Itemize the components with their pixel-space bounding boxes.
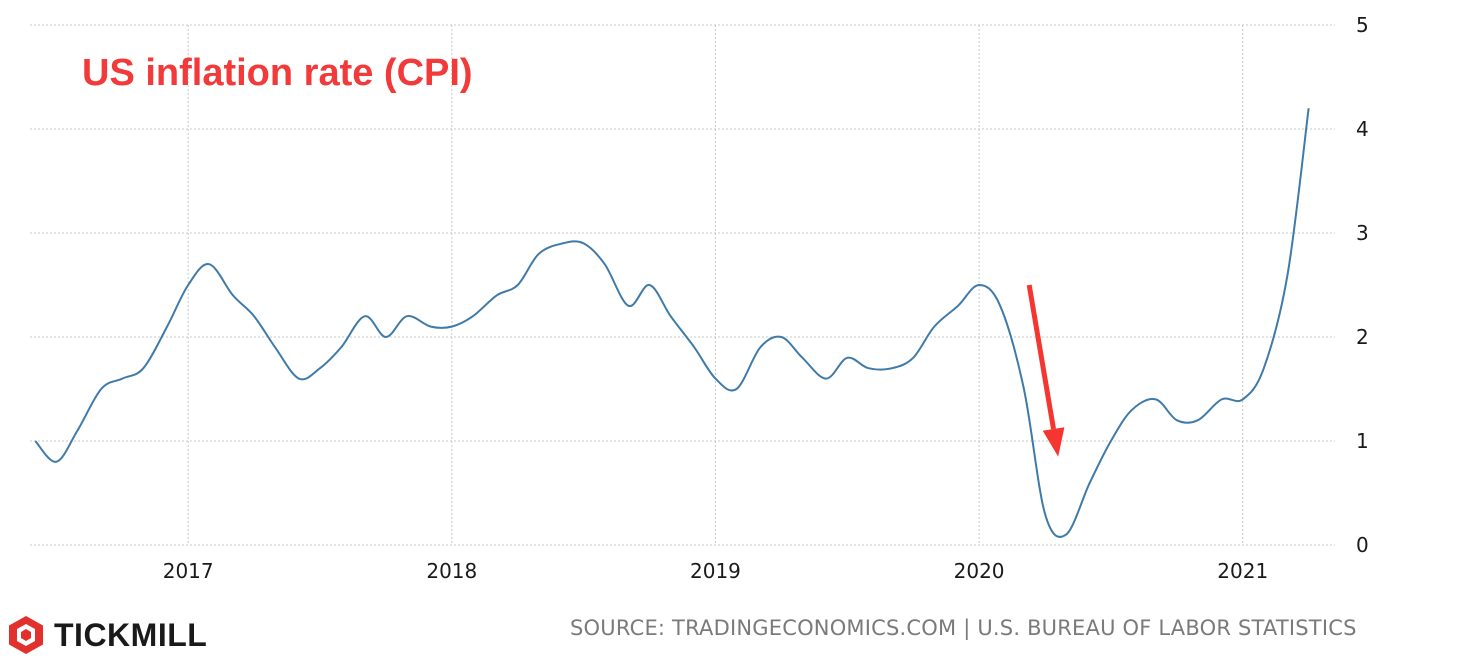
data-point bbox=[800, 356, 804, 360]
data-point bbox=[495, 293, 499, 297]
data-point bbox=[998, 304, 1002, 308]
data-point bbox=[911, 356, 915, 360]
data-point bbox=[735, 387, 739, 391]
data-point bbox=[318, 366, 322, 370]
data-point bbox=[626, 304, 630, 308]
data-point bbox=[1109, 439, 1113, 443]
data-point bbox=[141, 366, 145, 370]
y-tick-label: 5 bbox=[1356, 13, 1369, 37]
data-point bbox=[471, 314, 475, 318]
data-point bbox=[1022, 387, 1026, 391]
data-point bbox=[866, 366, 870, 370]
data-point bbox=[1130, 408, 1134, 412]
data-point bbox=[1220, 397, 1224, 401]
grid-layer bbox=[30, 24, 1335, 546]
data-point bbox=[231, 293, 235, 297]
data-point bbox=[582, 241, 586, 245]
data-point bbox=[1043, 512, 1047, 516]
x-tick-label: 2018 bbox=[426, 559, 477, 583]
data-point bbox=[779, 335, 783, 339]
data-point bbox=[363, 314, 367, 318]
annotation-arrow bbox=[1026, 284, 1065, 457]
data-point bbox=[692, 345, 696, 349]
data-point bbox=[273, 345, 277, 349]
data-point bbox=[1286, 273, 1290, 277]
data-point bbox=[603, 262, 607, 266]
data-point bbox=[713, 377, 717, 381]
data-point bbox=[1241, 397, 1245, 401]
y-tick-label: 3 bbox=[1356, 221, 1369, 245]
data-point bbox=[561, 241, 565, 245]
data-point bbox=[648, 283, 652, 287]
series-layer bbox=[33, 106, 1311, 538]
data-point bbox=[932, 325, 936, 329]
x-tick-label: 2017 bbox=[163, 559, 214, 583]
arrow-head bbox=[1042, 427, 1065, 457]
data-point bbox=[186, 283, 190, 287]
y-tick-label: 4 bbox=[1356, 117, 1369, 141]
data-point bbox=[384, 335, 388, 339]
data-point bbox=[1196, 418, 1200, 422]
data-point bbox=[1088, 481, 1092, 485]
data-point bbox=[450, 325, 454, 329]
data-point bbox=[1262, 366, 1266, 370]
x-tick-label: 2019 bbox=[690, 559, 741, 583]
data-point bbox=[165, 325, 169, 329]
data-point bbox=[977, 283, 981, 287]
data-point bbox=[339, 345, 343, 349]
data-point bbox=[516, 283, 520, 287]
data-point bbox=[1175, 418, 1179, 422]
x-tick-label: 2021 bbox=[1217, 559, 1268, 583]
data-point bbox=[758, 345, 762, 349]
brand-logo[interactable]: TICKMILL bbox=[6, 614, 207, 656]
data-point bbox=[1307, 106, 1311, 110]
brand-name: TICKMILL bbox=[54, 616, 208, 653]
data-point bbox=[405, 314, 409, 318]
data-point bbox=[54, 460, 58, 464]
data-point bbox=[1064, 533, 1068, 537]
data-point bbox=[75, 429, 79, 433]
x-tick-label: 2020 bbox=[954, 559, 1005, 583]
inflation-series-line bbox=[34, 108, 1310, 538]
data-point bbox=[252, 314, 256, 318]
source-credit: SOURCE: TRADINGECONOMICS.COM | U.S. BURE… bbox=[570, 616, 1357, 640]
data-point bbox=[429, 325, 433, 329]
data-point bbox=[669, 314, 673, 318]
arrow-shaft bbox=[1026, 284, 1056, 430]
data-point bbox=[99, 387, 103, 391]
data-point bbox=[120, 377, 124, 381]
data-point bbox=[824, 377, 828, 381]
data-point bbox=[207, 262, 211, 266]
data-point bbox=[33, 439, 37, 443]
data-point bbox=[297, 377, 301, 381]
data-point bbox=[1154, 397, 1158, 401]
chart-title: US inflation rate (CPI) bbox=[82, 52, 473, 94]
data-point bbox=[890, 366, 894, 370]
axis-layer: 0 1 2 3 4 5 2017 2018 2019 2020 2021 bbox=[163, 13, 1369, 583]
data-point bbox=[537, 252, 541, 256]
y-tick-label: 2 bbox=[1356, 325, 1369, 349]
annotation-layer bbox=[1026, 284, 1065, 457]
y-tick-label: 1 bbox=[1356, 429, 1369, 453]
tickmill-logo-icon bbox=[9, 616, 43, 654]
data-point bbox=[845, 356, 849, 360]
y-tick-label: 0 bbox=[1356, 533, 1369, 557]
data-point bbox=[956, 304, 960, 308]
